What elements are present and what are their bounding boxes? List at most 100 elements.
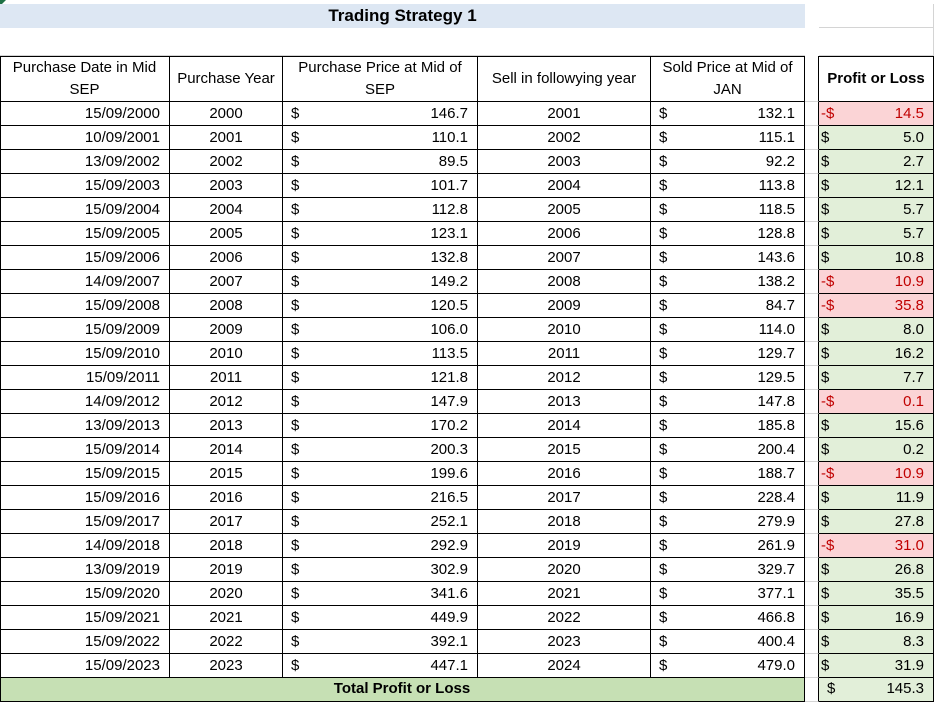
cell-purchase-year[interactable]: 2004 (170, 198, 283, 222)
cell-profit[interactable]: $31.9 (819, 654, 934, 678)
cell-sell-year[interactable]: 2006 (478, 222, 651, 246)
cell-sold-price[interactable]: $84.7 (651, 294, 805, 318)
cell-purchase-date[interactable]: 15/09/2020 (0, 582, 170, 606)
cell-purchase-price[interactable]: $449.9 (283, 606, 478, 630)
cell-sell-year[interactable]: 2007 (478, 246, 651, 270)
cell-sold-price[interactable]: $329.7 (651, 558, 805, 582)
cell-profit[interactable]: $27.8 (819, 510, 934, 534)
cell-sell-year[interactable]: 2004 (478, 174, 651, 198)
cell-profit[interactable]: -$ 31.0 (819, 534, 934, 558)
cell-profit[interactable]: $11.9 (819, 486, 934, 510)
cell-purchase-date[interactable]: 14/09/2012 (0, 390, 170, 414)
cell-purchase-date[interactable]: 13/09/2002 (0, 150, 170, 174)
cell-purchase-year[interactable]: 2018 (170, 534, 283, 558)
cell-purchase-price[interactable]: $146.7 (283, 102, 478, 126)
cell-sell-year[interactable]: 2009 (478, 294, 651, 318)
cell-purchase-year[interactable]: 2002 (170, 150, 283, 174)
cell-sell-year[interactable]: 2003 (478, 150, 651, 174)
cell-sell-year[interactable]: 2010 (478, 318, 651, 342)
cell-purchase-price[interactable]: $120.5 (283, 294, 478, 318)
empty-row-cell[interactable] (819, 28, 934, 56)
cell-purchase-date[interactable]: 14/09/2018 (0, 534, 170, 558)
cell-purchase-price[interactable]: $123.1 (283, 222, 478, 246)
cell-profit[interactable]: $26.8 (819, 558, 934, 582)
cell-profit[interactable]: -$ 10.9 (819, 462, 934, 486)
cell-purchase-date[interactable]: 15/09/2010 (0, 342, 170, 366)
cell-purchase-price[interactable]: $106.0 (283, 318, 478, 342)
cell-sold-price[interactable]: $479.0 (651, 654, 805, 678)
cell-purchase-price[interactable]: $200.3 (283, 438, 478, 462)
cell-purchase-year[interactable]: 2012 (170, 390, 283, 414)
cell-sell-year[interactable]: 2021 (478, 582, 651, 606)
cell-sold-price[interactable]: $143.6 (651, 246, 805, 270)
header-purchase-price[interactable]: Purchase Price at Mid of SEP (283, 56, 478, 102)
cell-purchase-price[interactable]: $121.8 (283, 366, 478, 390)
cell-sell-year[interactable]: 2005 (478, 198, 651, 222)
cell-purchase-year[interactable]: 2017 (170, 510, 283, 534)
cell-purchase-price[interactable]: $149.2 (283, 270, 478, 294)
cell-sold-price[interactable]: $113.8 (651, 174, 805, 198)
cell-purchase-year[interactable]: 2015 (170, 462, 283, 486)
cell-purchase-year[interactable]: 2020 (170, 582, 283, 606)
cell-purchase-date[interactable]: 15/09/2004 (0, 198, 170, 222)
cell-sell-year[interactable]: 2001 (478, 102, 651, 126)
cell-purchase-year[interactable]: 2022 (170, 630, 283, 654)
cell-purchase-date[interactable]: 15/09/2003 (0, 174, 170, 198)
cell-purchase-date[interactable]: 15/09/2008 (0, 294, 170, 318)
cell-profit[interactable]: $5.7 (819, 222, 934, 246)
cell-purchase-date[interactable]: 15/09/2023 (0, 654, 170, 678)
header-sell-year[interactable]: Sell in followying year (478, 56, 651, 102)
cell-profit[interactable]: $16.9 (819, 606, 934, 630)
cell-sold-price[interactable]: $228.4 (651, 486, 805, 510)
cell-sold-price[interactable]: $129.7 (651, 342, 805, 366)
cell-purchase-year[interactable]: 2011 (170, 366, 283, 390)
cell-purchase-date[interactable]: 13/09/2019 (0, 558, 170, 582)
sheet-title-cell[interactable]: Trading Strategy 1 (0, 4, 805, 28)
cell-profit[interactable]: -$ 10.9 (819, 270, 934, 294)
cell-sell-year[interactable]: 2023 (478, 630, 651, 654)
cell-profit[interactable]: $0.2 (819, 438, 934, 462)
cell-purchase-price[interactable]: $110.1 (283, 126, 478, 150)
total-label-cell[interactable]: Total Profit or Loss (0, 678, 805, 702)
cell-sell-year[interactable]: 2013 (478, 390, 651, 414)
cell-profit[interactable]: $8.3 (819, 630, 934, 654)
cell-purchase-date[interactable]: 15/09/2000 (0, 102, 170, 126)
cell-purchase-price[interactable]: $392.1 (283, 630, 478, 654)
header-purchase-date[interactable]: Purchase Date in Mid SEP (0, 56, 170, 102)
cell-purchase-date[interactable]: 15/09/2005 (0, 222, 170, 246)
cell-purchase-year[interactable]: 2010 (170, 342, 283, 366)
cell-purchase-date[interactable]: 13/09/2013 (0, 414, 170, 438)
cell-purchase-year[interactable]: 2008 (170, 294, 283, 318)
cell-purchase-year[interactable]: 2014 (170, 438, 283, 462)
cell-purchase-price[interactable]: $170.2 (283, 414, 478, 438)
cell-purchase-date[interactable]: 15/09/2014 (0, 438, 170, 462)
header-purchase-year[interactable]: Purchase Year (170, 56, 283, 102)
header-sold-price[interactable]: Sold Price at Mid of JAN (651, 56, 805, 102)
cell-purchase-price[interactable]: $199.6 (283, 462, 478, 486)
cell-purchase-date[interactable]: 15/09/2022 (0, 630, 170, 654)
cell-purchase-year[interactable]: 2021 (170, 606, 283, 630)
cell-purchase-price[interactable]: $252.1 (283, 510, 478, 534)
cell-purchase-price[interactable]: $292.9 (283, 534, 478, 558)
cell-purchase-year[interactable]: 2001 (170, 126, 283, 150)
cell-purchase-price[interactable]: $447.1 (283, 654, 478, 678)
cell-sell-year[interactable]: 2018 (478, 510, 651, 534)
title-extra-cell[interactable] (819, 4, 934, 28)
cell-purchase-price[interactable]: $101.7 (283, 174, 478, 198)
cell-sold-price[interactable]: $185.8 (651, 414, 805, 438)
cell-sold-price[interactable]: $132.1 (651, 102, 805, 126)
cell-sold-price[interactable]: $114.0 (651, 318, 805, 342)
cell-purchase-year[interactable]: 2019 (170, 558, 283, 582)
cell-purchase-price[interactable]: $112.8 (283, 198, 478, 222)
cell-purchase-year[interactable]: 2006 (170, 246, 283, 270)
cell-sell-year[interactable]: 2014 (478, 414, 651, 438)
cell-purchase-year[interactable]: 2023 (170, 654, 283, 678)
cell-sell-year[interactable]: 2017 (478, 486, 651, 510)
cell-profit[interactable]: $35.5 (819, 582, 934, 606)
cell-profit[interactable]: -$ 14.5 (819, 102, 934, 126)
cell-profit[interactable]: $5.0 (819, 126, 934, 150)
cell-purchase-year[interactable]: 2000 (170, 102, 283, 126)
cell-sold-price[interactable]: $138.2 (651, 270, 805, 294)
cell-profit[interactable]: $5.7 (819, 198, 934, 222)
cell-sell-year[interactable]: 2020 (478, 558, 651, 582)
